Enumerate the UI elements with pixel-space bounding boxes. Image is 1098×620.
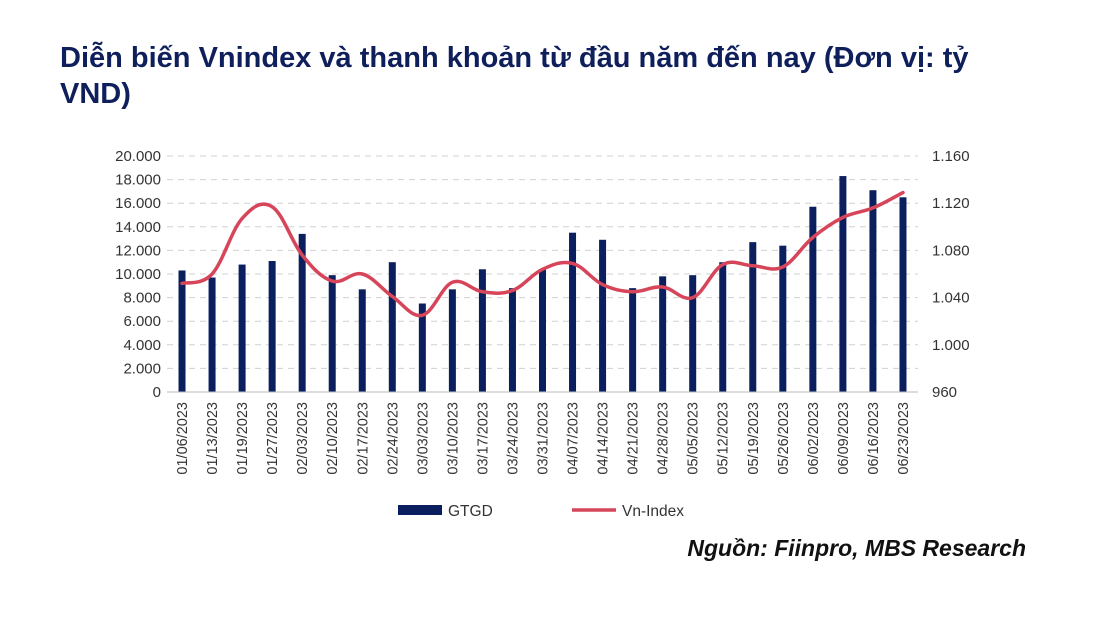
y-axis-left: 0 2.000 4.000 6.000 8.000 10.000 12.000 14.000 1… <box>115 148 161 401</box>
bar-gtgd <box>629 288 637 392</box>
x-tick-label: 01/06/2023 <box>175 402 191 475</box>
y-left-tick-label: 4.000 <box>123 337 161 354</box>
y-axis-right: 960 1.000 1.040 1.080 1.120 1.160 <box>932 148 970 401</box>
y-left-tick-label: 10.000 <box>115 266 161 283</box>
y-right-tick-label: 1.000 <box>932 337 970 354</box>
y-right-tick-label: 1.040 <box>932 290 970 307</box>
y-right-tick-label: 1.080 <box>932 242 970 259</box>
y-left-tick-label: 18.000 <box>115 172 161 189</box>
x-tick-label: 05/05/2023 <box>686 402 702 475</box>
x-axis: 01/06/2023 01/13/2023 01/19/2023 01/27/2023… <box>167 391 918 475</box>
y-left-tick-label: 6.000 <box>123 313 161 330</box>
bar-gtgd <box>719 262 727 392</box>
bar-gtgd <box>508 288 516 392</box>
legend: GTGD Vn-Index <box>398 503 684 520</box>
bars-gtgd <box>178 176 907 392</box>
x-tick-label: 01/13/2023 <box>205 402 221 475</box>
bar-gtgd <box>749 242 757 392</box>
x-tick-label: 06/02/2023 <box>806 402 822 475</box>
source-note: Nguồn: Fiinpro, MBS Research <box>687 535 1026 561</box>
x-tick-label: 06/16/2023 <box>866 402 882 475</box>
x-tick-label: 04/14/2023 <box>596 402 612 475</box>
x-tick-label: 03/17/2023 <box>475 402 491 475</box>
y-left-tick-label: 0 <box>153 384 161 401</box>
bar-gtgd <box>539 269 546 392</box>
x-tick-label: 04/21/2023 <box>626 402 642 475</box>
bar-gtgd <box>779 245 787 392</box>
y-left-tick-label: 12.000 <box>115 242 161 259</box>
x-tick-label: 03/24/2023 <box>505 402 521 475</box>
bar-gtgd <box>268 261 276 392</box>
x-tick-label: 02/24/2023 <box>385 402 401 475</box>
legend-label-gtgd: GTGD <box>448 503 493 520</box>
x-tick-label: 06/23/2023 <box>896 402 912 475</box>
y-right-tick-label: 1.160 <box>932 148 970 165</box>
chart-title: Diễn biến Vnindex và thanh khoản từ đầu … <box>60 42 969 110</box>
x-tick-label: 05/26/2023 <box>776 402 792 475</box>
y-right-tick-label: 1.120 <box>932 195 970 212</box>
y-left-tick-label: 2.000 <box>123 360 161 377</box>
bar-gtgd <box>448 289 456 392</box>
y-left-tick-label: 8.000 <box>123 290 161 307</box>
bar-gtgd <box>689 275 697 392</box>
bar-gtgd <box>869 190 877 392</box>
bar-gtgd <box>298 233 306 392</box>
bar-gtgd <box>358 289 366 392</box>
bar-gtgd <box>599 239 607 392</box>
legend-label-vnindex: Vn-Index <box>622 503 684 520</box>
bar-gtgd <box>418 303 426 392</box>
bar-gtgd <box>899 197 907 392</box>
bar-gtgd <box>478 269 486 392</box>
y-left-tick-label: 16.000 <box>115 195 161 212</box>
bar-gtgd <box>328 275 336 392</box>
series-line-vnindex <box>180 190 905 318</box>
x-tick-label: 02/17/2023 <box>355 402 371 475</box>
y-left-tick-label: 20.000 <box>115 148 161 165</box>
x-tick-label: 03/03/2023 <box>415 402 431 475</box>
bar-gtgd <box>809 206 817 392</box>
bar-gtgd <box>388 262 396 392</box>
x-tick-label: 04/07/2023 <box>566 402 582 475</box>
y-right-tick-label: 960 <box>932 384 957 401</box>
x-tick-label: 02/03/2023 <box>295 402 311 475</box>
bar-gtgd <box>178 270 186 392</box>
y-left-tick-label: 14.000 <box>115 219 161 236</box>
x-tick-label: 06/09/2023 <box>836 402 852 475</box>
bar-gtgd <box>659 276 667 392</box>
x-tick-label: 02/10/2023 <box>325 402 341 475</box>
bar-gtgd <box>208 277 216 392</box>
x-tick-label: 03/10/2023 <box>445 402 461 475</box>
bar-gtgd <box>238 264 246 392</box>
x-tick-label: 03/31/2023 <box>536 402 552 475</box>
bar-gtgd <box>839 176 847 392</box>
legend-swatch-gtgd <box>398 505 442 515</box>
x-tick-label: 01/27/2023 <box>265 402 281 475</box>
line-vnindex <box>180 190 905 318</box>
x-tick-label: 05/12/2023 <box>716 402 732 475</box>
x-tick-label: 04/28/2023 <box>656 402 672 475</box>
x-tick-label: 05/19/2023 <box>746 402 762 475</box>
bar-gtgd <box>569 232 577 392</box>
x-tick-label: 01/19/2023 <box>235 402 251 475</box>
